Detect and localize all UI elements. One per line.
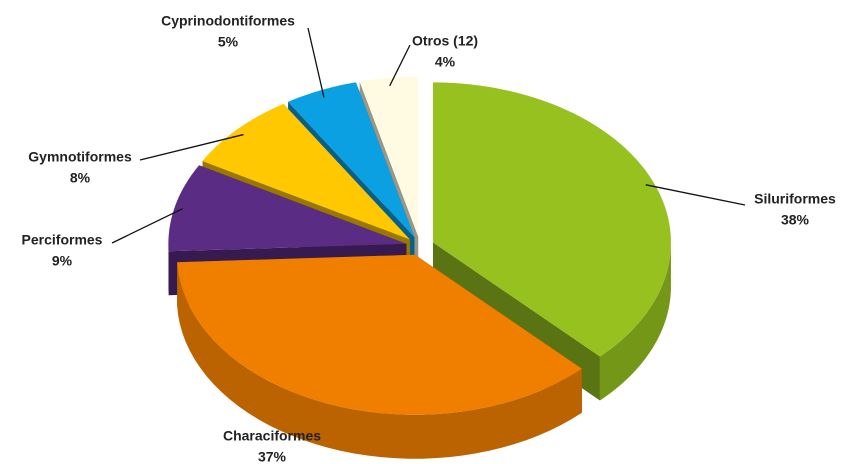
slice-label: Siluriformes bbox=[754, 191, 836, 207]
pie-slice bbox=[359, 76, 419, 237]
slice-label: Characiformes bbox=[223, 428, 321, 444]
slice-wall bbox=[599, 242, 671, 401]
slice-value-label: 4% bbox=[435, 54, 456, 70]
slice-value-label: 5% bbox=[218, 34, 239, 50]
leader-line bbox=[389, 44, 411, 87]
pie-slice bbox=[288, 82, 415, 238]
pie-slice bbox=[177, 254, 582, 415]
slice-label: Otros (12) bbox=[412, 33, 478, 49]
leader-line bbox=[139, 133, 244, 161]
pie-slice bbox=[168, 165, 407, 252]
slice-label: Perciformes bbox=[22, 232, 103, 248]
pie-slice bbox=[202, 103, 410, 240]
leader-line bbox=[645, 184, 746, 206]
slice-value-label: 37% bbox=[258, 449, 287, 464]
slice-label: Cyprinodontiformes bbox=[161, 13, 295, 29]
slice-label: Gymnotiformes bbox=[28, 149, 132, 165]
slice-value-label: 9% bbox=[52, 253, 73, 269]
pie-slice bbox=[432, 82, 671, 357]
leader-line bbox=[111, 208, 183, 244]
slice-value-label: 8% bbox=[70, 170, 91, 186]
slice-wall bbox=[177, 262, 582, 459]
leader-line bbox=[307, 27, 325, 98]
slice-value-label: 38% bbox=[781, 212, 810, 228]
